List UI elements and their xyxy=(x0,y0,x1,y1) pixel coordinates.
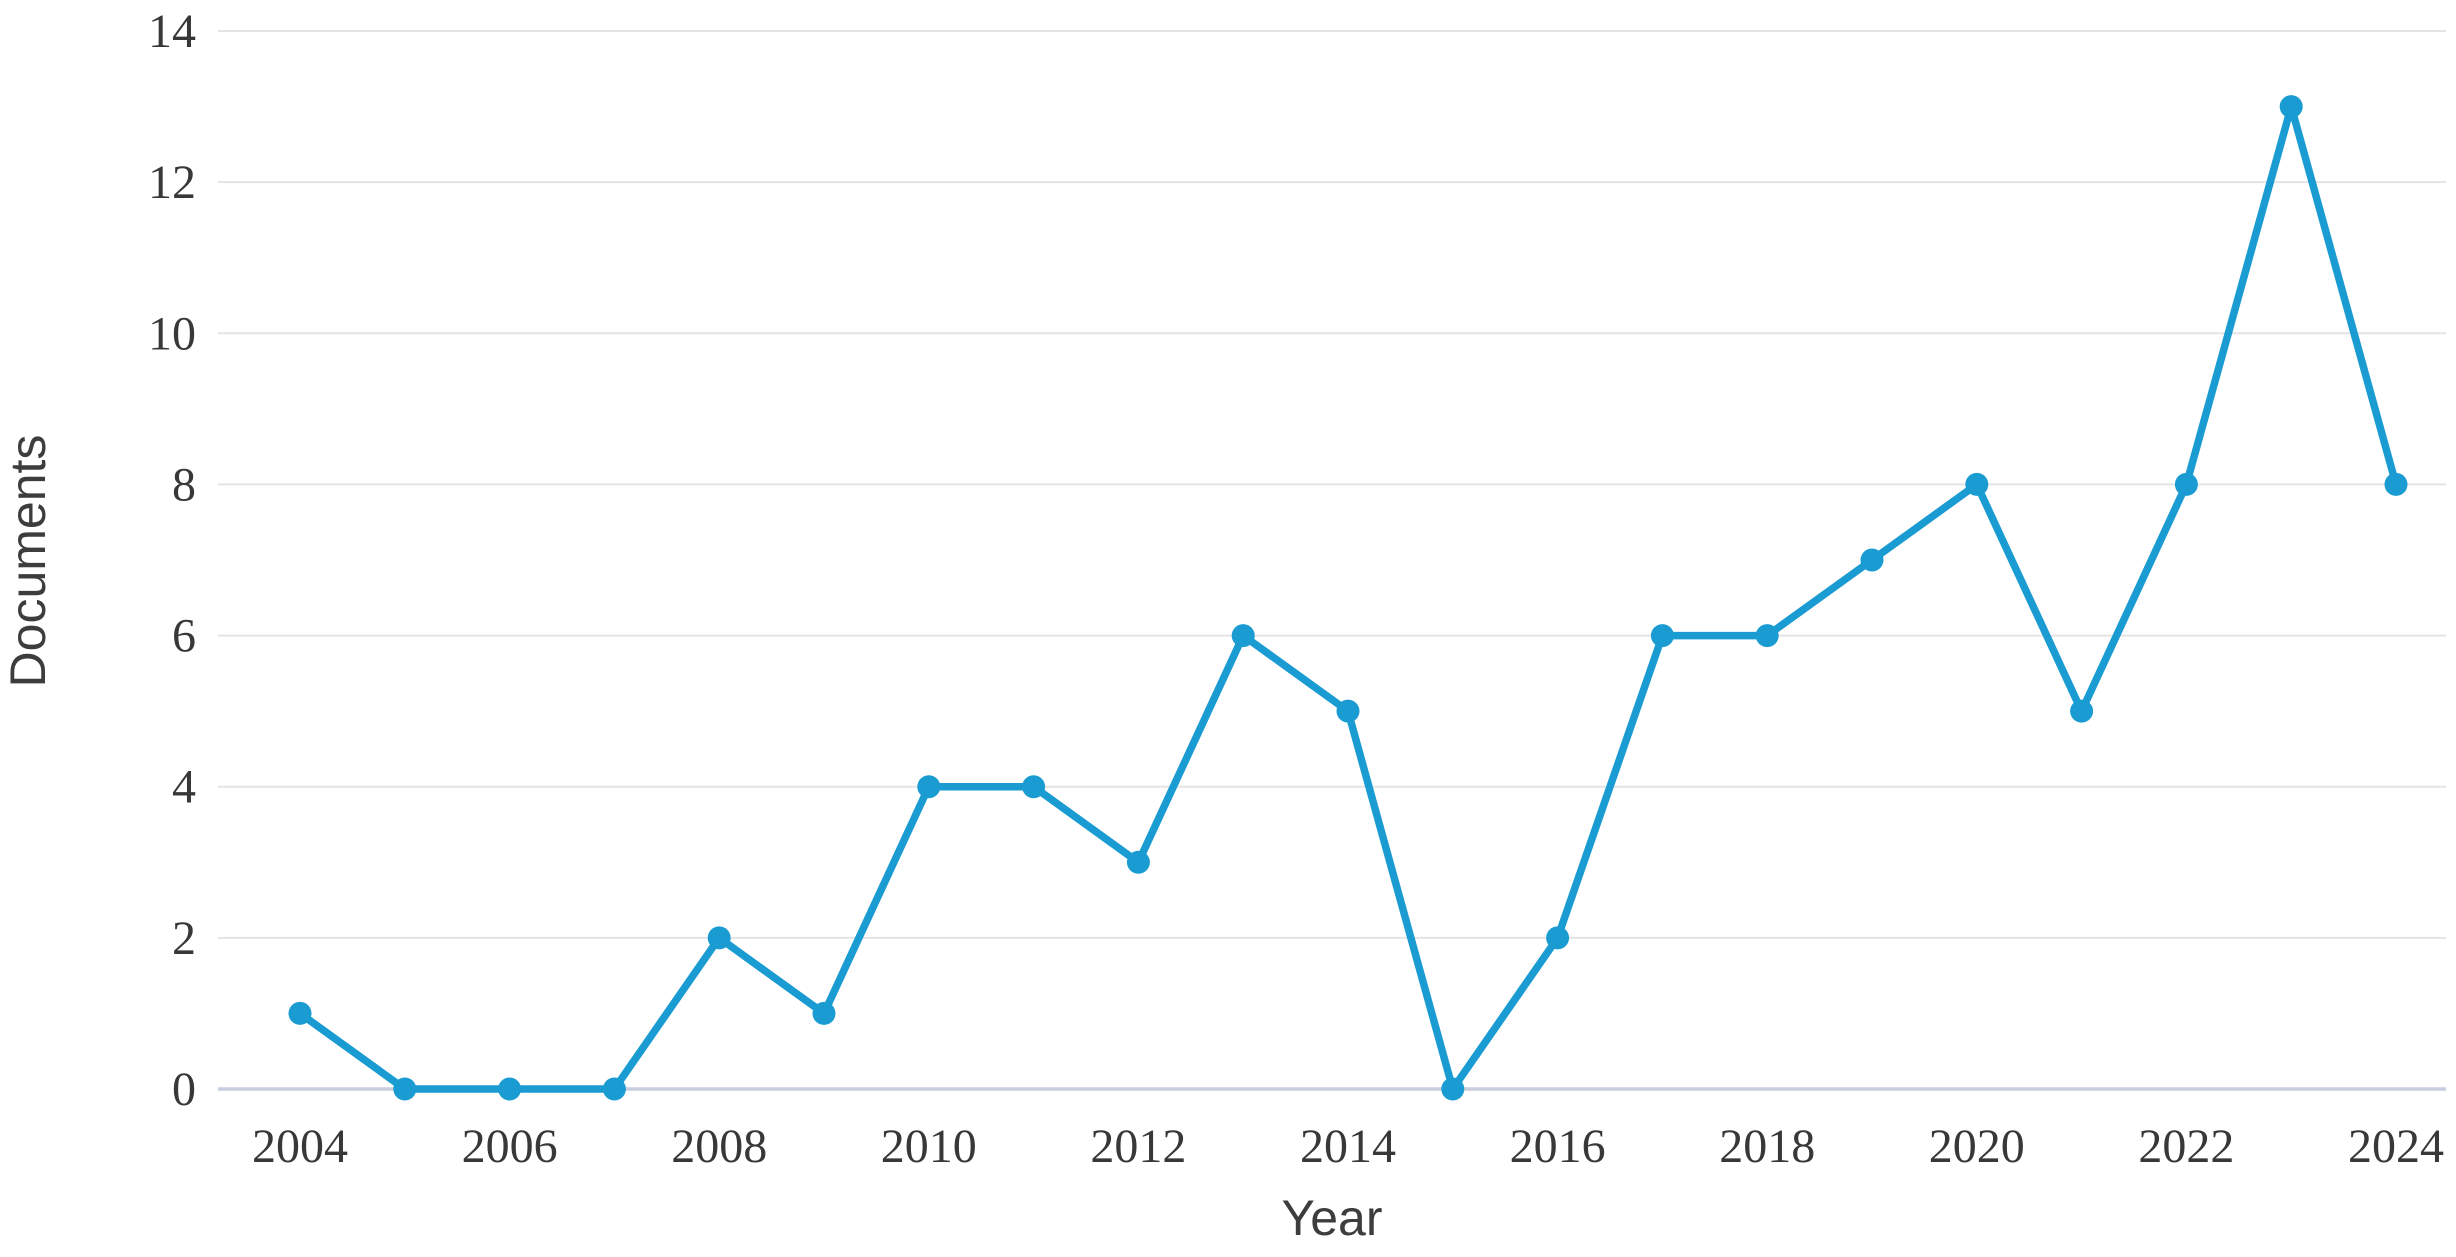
x-tick-label-2004: 2004 xyxy=(252,1120,348,1173)
data-point-2016[interactable] xyxy=(1546,926,1570,950)
x-tick-label-2012: 2012 xyxy=(1090,1120,1186,1173)
trend-line xyxy=(296,102,2400,1093)
y-tick-label-4: 4 xyxy=(172,761,196,814)
x-tick-label-2010: 2010 xyxy=(881,1120,977,1173)
x-tick-label-2024: 2024 xyxy=(2348,1120,2444,1173)
x-tick-label-2022: 2022 xyxy=(2138,1120,2234,1173)
data-point-2015[interactable] xyxy=(1441,1077,1465,1101)
data-point-2010[interactable] xyxy=(917,775,941,799)
x-tick-label-2008: 2008 xyxy=(671,1120,767,1173)
y-tick-label-6: 6 xyxy=(172,610,196,663)
data-point-2013[interactable] xyxy=(1231,624,1255,648)
data-point-2024[interactable] xyxy=(2384,472,2408,496)
data-point-2012[interactable] xyxy=(1126,850,1150,874)
y-tick-label-12: 12 xyxy=(148,156,196,209)
data-point-2022[interactable] xyxy=(2174,472,2198,496)
y-tick-label-14: 14 xyxy=(148,5,196,58)
data-point-2005[interactable] xyxy=(393,1077,417,1101)
y-tick-label-8: 8 xyxy=(172,458,196,511)
data-point-2021[interactable] xyxy=(2070,699,2094,723)
data-point-2007[interactable] xyxy=(602,1077,626,1101)
data-point-2014[interactable] xyxy=(1336,699,1360,723)
data-point-2011[interactable] xyxy=(1022,775,1046,799)
data-point-2006[interactable] xyxy=(498,1077,522,1101)
x-tick-label-2020: 2020 xyxy=(1929,1120,2025,1173)
y-tick-label-0: 0 xyxy=(172,1063,196,1116)
y-tick-label-10: 10 xyxy=(148,307,196,360)
data-point-2004[interactable] xyxy=(288,1001,312,1025)
data-point-2018[interactable] xyxy=(1755,624,1779,648)
data-point-2008[interactable] xyxy=(707,926,731,950)
data-point-2023[interactable] xyxy=(2279,95,2303,119)
data-point-2017[interactable] xyxy=(1650,624,1674,648)
data-point-2009[interactable] xyxy=(812,1001,836,1025)
x-tick-label-2006: 2006 xyxy=(462,1120,558,1173)
x-tick-label-2016: 2016 xyxy=(1510,1120,1606,1173)
data-point-2020[interactable] xyxy=(1965,472,1989,496)
data-point-2019[interactable] xyxy=(1860,548,1884,572)
y-tick-label-2: 2 xyxy=(172,912,196,965)
x-tick-label-2018: 2018 xyxy=(1719,1120,1815,1173)
x-axis-title: Year xyxy=(1281,1190,1383,1246)
x-tick-label-2014: 2014 xyxy=(1300,1120,1396,1173)
